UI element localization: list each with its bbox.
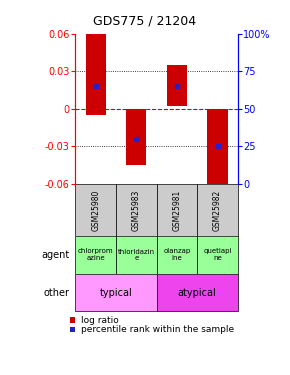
Text: typical: typical bbox=[100, 288, 132, 297]
Bar bbox=[167, 65, 187, 106]
Text: atypical: atypical bbox=[178, 288, 217, 297]
Text: other: other bbox=[43, 288, 69, 297]
Text: percentile rank within the sample: percentile rank within the sample bbox=[81, 326, 234, 334]
Text: GDS775 / 21204: GDS775 / 21204 bbox=[93, 15, 197, 28]
Text: GSM25980: GSM25980 bbox=[91, 189, 100, 231]
Bar bbox=[157, 236, 197, 274]
Bar bbox=[126, 109, 146, 165]
Bar bbox=[75, 184, 116, 236]
Text: olanzap
ine: olanzap ine bbox=[163, 249, 191, 261]
Text: quetiapi
ne: quetiapi ne bbox=[203, 249, 232, 261]
Text: log ratio: log ratio bbox=[81, 316, 118, 325]
Bar bbox=[116, 184, 157, 236]
Text: GSM25983: GSM25983 bbox=[132, 189, 141, 231]
Bar bbox=[157, 274, 238, 311]
Text: chlorprom
azine: chlorprom azine bbox=[78, 249, 113, 261]
Bar bbox=[157, 184, 197, 236]
Bar bbox=[207, 109, 228, 190]
Bar bbox=[197, 184, 238, 236]
Text: agent: agent bbox=[41, 250, 69, 260]
Bar bbox=[75, 274, 157, 311]
Bar bbox=[197, 236, 238, 274]
Text: thioridazin
e: thioridazin e bbox=[118, 249, 155, 261]
Text: GSM25981: GSM25981 bbox=[172, 189, 182, 231]
Text: GSM25982: GSM25982 bbox=[213, 189, 222, 231]
Bar bbox=[116, 236, 157, 274]
Bar bbox=[86, 34, 106, 115]
Bar bbox=[75, 236, 116, 274]
